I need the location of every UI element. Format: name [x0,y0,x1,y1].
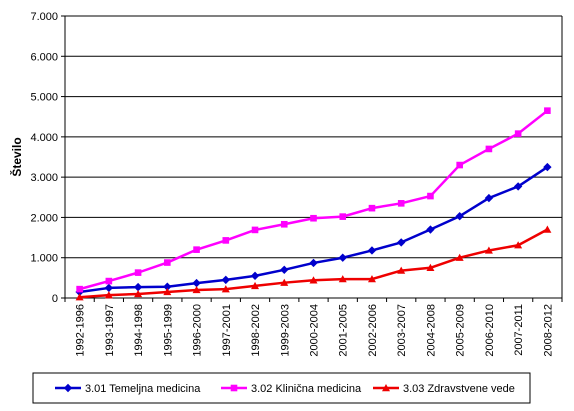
x-tick-label: 1998-2002 [250,304,262,357]
data-point [163,282,172,291]
data-point [543,162,552,172]
data-point [514,130,522,137]
data-point [105,277,113,285]
y-axis-label: Število [9,137,24,176]
data-point [221,275,230,285]
series [75,225,552,301]
data-point [309,276,318,284]
x-tick-label: 1993-1997 [104,304,116,357]
x-tick-label: 2005-2009 [455,304,467,357]
x-tick-label: 1997-2001 [221,304,233,357]
series [76,107,551,293]
data-point [280,265,289,274]
data-point [221,285,230,293]
x-tick-label: 1992-1996 [75,304,87,357]
y-tick-label: 2.000 [30,212,58,224]
y-tick-label: 6.000 [30,51,58,63]
data-point [338,253,347,262]
x-tick-label: 2006-2010 [484,304,496,357]
data-point [397,266,406,274]
data-point [455,212,464,221]
data-point [397,200,405,207]
data-point [63,383,73,393]
data-point [456,161,463,169]
data-point [382,384,390,392]
series [75,162,552,297]
data-point [230,384,238,392]
x-tick-label: 1995-1999 [162,304,174,357]
legend-box [32,372,531,404]
data-point [280,278,289,286]
data-point [310,214,317,222]
data-point [513,182,523,191]
y-tick-label: 4.000 [30,132,58,144]
data-point [280,220,288,228]
data-point [192,285,201,294]
data-point [544,107,551,114]
data-point [426,225,435,234]
x-tick-label: 2007-2011 [513,304,525,356]
data-point [133,282,143,292]
y-axis-ticks: 0 1.000 2.000 3.000 4.000 5.000 6.000 7.000 [30,11,65,305]
legend-label: 3.02 Klinična medicina [251,383,362,395]
data-point [309,258,318,268]
data-point [484,246,493,254]
series-group [75,107,552,301]
data-point [164,259,171,266]
data-point [134,289,143,298]
x-tick-label: 2008-2012 [542,304,554,357]
data-point [104,283,114,293]
y-tick-label: 0 [52,293,58,305]
legend-label: 3.01 Temeljna medicina [85,383,201,395]
data-point [163,287,172,296]
gridlines [65,15,562,259]
data-point [192,278,201,288]
data-point [339,213,347,220]
x-tick-label: 2000-2004 [309,304,321,357]
data-point [338,275,347,283]
data-point [455,253,464,261]
data-point [426,263,435,271]
data-point [485,145,493,153]
legend-label: 3.03 Zdravstvene vede [403,383,515,395]
data-point [427,192,434,200]
x-tick-label: 1999-2003 [279,304,291,357]
x-tick-label: 1994-1998 [133,304,145,357]
data-point [367,246,377,255]
data-point [251,226,259,234]
data-point [193,246,200,253]
legend: 3.01 Temeljna medicina 3.02 Klinična medi… [32,372,531,404]
y-tick-label: 7.000 [30,11,58,23]
x-tick-label: 1996-2000 [192,304,204,357]
data-point [484,193,494,203]
y-tick-label: 3.000 [30,172,58,184]
data-point [104,291,113,299]
x-tick-label: 2001-2005 [338,304,350,357]
data-point [368,204,376,212]
series-line [79,166,549,294]
data-point [76,285,83,293]
data-point [514,241,523,249]
x-tick-label: 2003-2007 [396,304,408,357]
data-point [367,275,376,283]
data-point [134,269,142,276]
data-point [543,225,552,233]
x-tick-label: 2004-2008 [425,304,437,357]
data-point [397,238,406,247]
data-point [75,293,84,301]
x-tick-label: 2002-2006 [367,304,379,357]
axes [64,16,563,299]
data-point [251,281,260,290]
y-tick-label: 5.000 [30,92,58,104]
y-tick-label: 1.000 [30,253,58,265]
x-axis-ticks: 1992-1996 1993-1997 1994-1998 1995-1999 1996… [64,298,563,357]
data-point [222,237,230,244]
data-point [250,271,260,281]
